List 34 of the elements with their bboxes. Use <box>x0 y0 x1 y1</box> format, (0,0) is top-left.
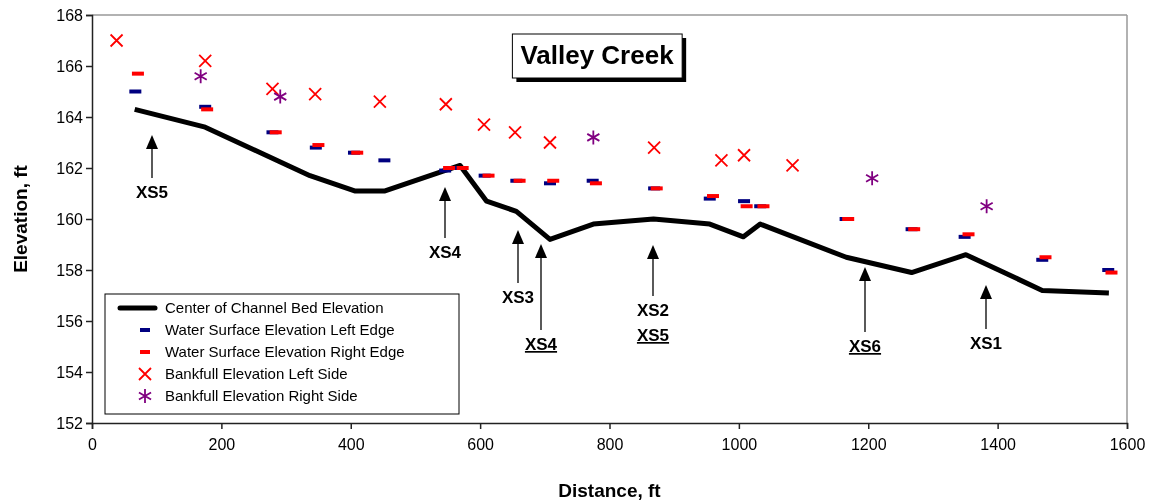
x-tick-label: 1400 <box>980 435 1017 453</box>
y-tick-label: 168 <box>56 6 84 24</box>
y-tick-label: 166 <box>56 57 84 75</box>
x-tick-label: 0 <box>88 435 98 453</box>
x-tick-label: 600 <box>467 435 495 453</box>
legend-label: Water Surface Elevation Left Edge <box>165 321 395 338</box>
annotation: XS3 <box>501 288 535 307</box>
annotation: XS1 <box>969 334 1003 353</box>
x-tick-label: 200 <box>208 435 236 453</box>
x-tick-label: 400 <box>337 435 365 453</box>
y-axis-title: Elevation, ft <box>10 164 31 273</box>
text: Valley Creek <box>520 40 675 70</box>
x-tick-label: 1200 <box>850 435 887 453</box>
y-tick-label: 162 <box>56 159 84 177</box>
legend-label: Bankfull Elevation Left Side <box>165 365 348 382</box>
annotation: XS4 <box>428 243 462 262</box>
annotation: XS2 <box>636 301 670 320</box>
y-tick-label: 154 <box>56 363 84 381</box>
annotation: XS5 <box>636 326 670 345</box>
y-tick-label: 164 <box>56 108 84 126</box>
legend-label: Center of Channel Bed Elevation <box>165 299 384 316</box>
x-tick-label: 1000 <box>721 435 758 453</box>
y-tick-label: 160 <box>56 210 84 228</box>
x-tick-label: 1600 <box>1109 435 1146 453</box>
y-tick-label: 156 <box>56 312 84 330</box>
legend-label: Bankfull Elevation Right Side <box>165 387 358 404</box>
annotation: XS5 <box>135 183 169 202</box>
annotation: XS6 <box>848 337 882 356</box>
x-tick-label: 800 <box>596 435 624 453</box>
y-tick-label: 152 <box>56 414 84 432</box>
annotation: XS4 <box>524 335 558 354</box>
x-axis-title: Distance, ft <box>558 480 662 501</box>
legend-label: Water Surface Elevation Right Edge <box>165 343 405 360</box>
y-tick-label: 158 <box>56 261 84 279</box>
